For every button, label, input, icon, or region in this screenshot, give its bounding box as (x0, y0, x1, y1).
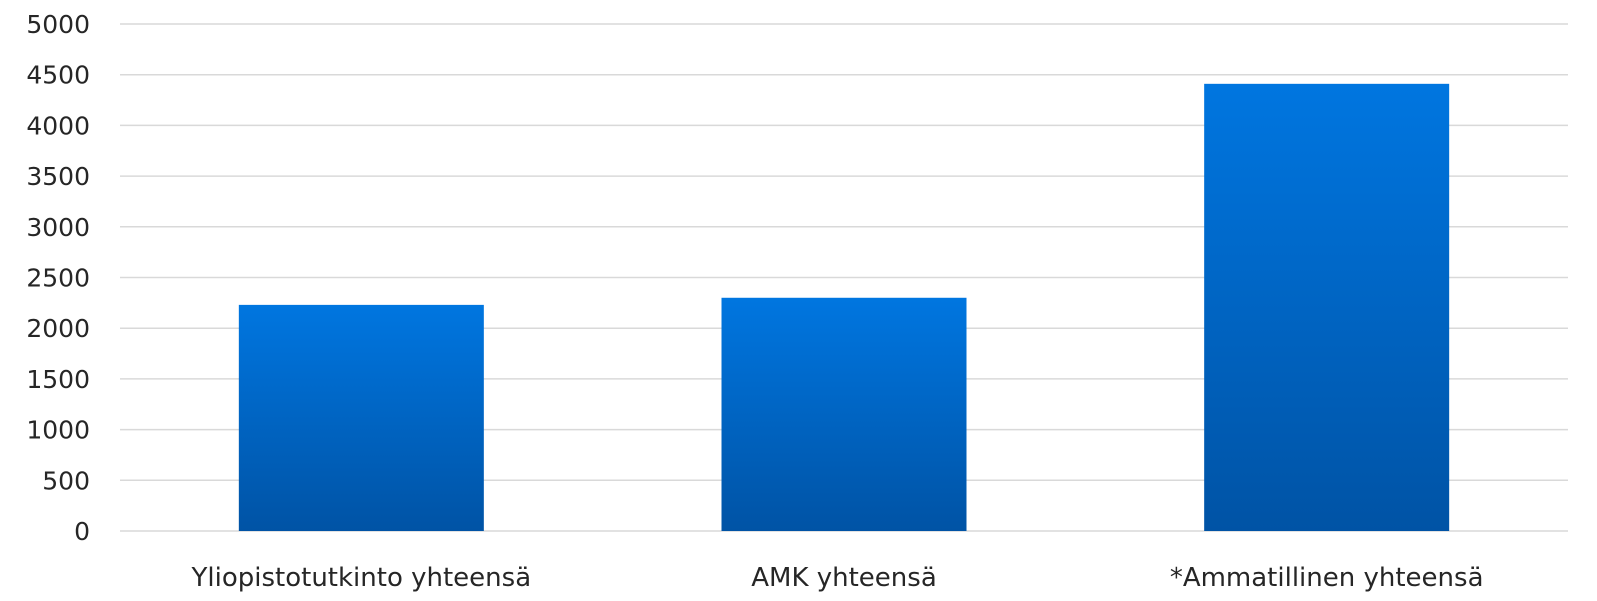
bar (1204, 83, 1450, 532)
y-tick-label: 2500 (26, 264, 90, 293)
bar (721, 297, 967, 531)
y-tick-label: 3000 (26, 213, 90, 242)
y-tick-label: 5000 (26, 10, 90, 39)
y-tick-label: 1000 (26, 416, 90, 445)
y-tick-label: 3500 (26, 162, 90, 191)
x-category-label: Yliopistotutkinto yhteensä (191, 563, 532, 593)
y-tick-label: 1500 (26, 365, 90, 394)
y-tick-label: 4000 (26, 111, 90, 140)
y-tick-label: 500 (42, 466, 90, 495)
x-axis-category-labels: Yliopistotutkinto yhteensä AMK yhteensä *A… (191, 563, 1484, 593)
y-tick-label: 4500 (26, 61, 90, 90)
bar (238, 304, 484, 531)
bars (238, 83, 1450, 532)
x-category-label: AMK yhteensä (751, 563, 937, 593)
x-category-label: *Ammatillinen yhteensä (1170, 563, 1484, 593)
y-tick-label: 2000 (26, 314, 90, 343)
y-tick-label: 0 (74, 517, 90, 546)
y-axis-tick-labels: 0 500 1000 1500 2000 2500 3000 3500 4000 4500 5000 (26, 10, 90, 546)
